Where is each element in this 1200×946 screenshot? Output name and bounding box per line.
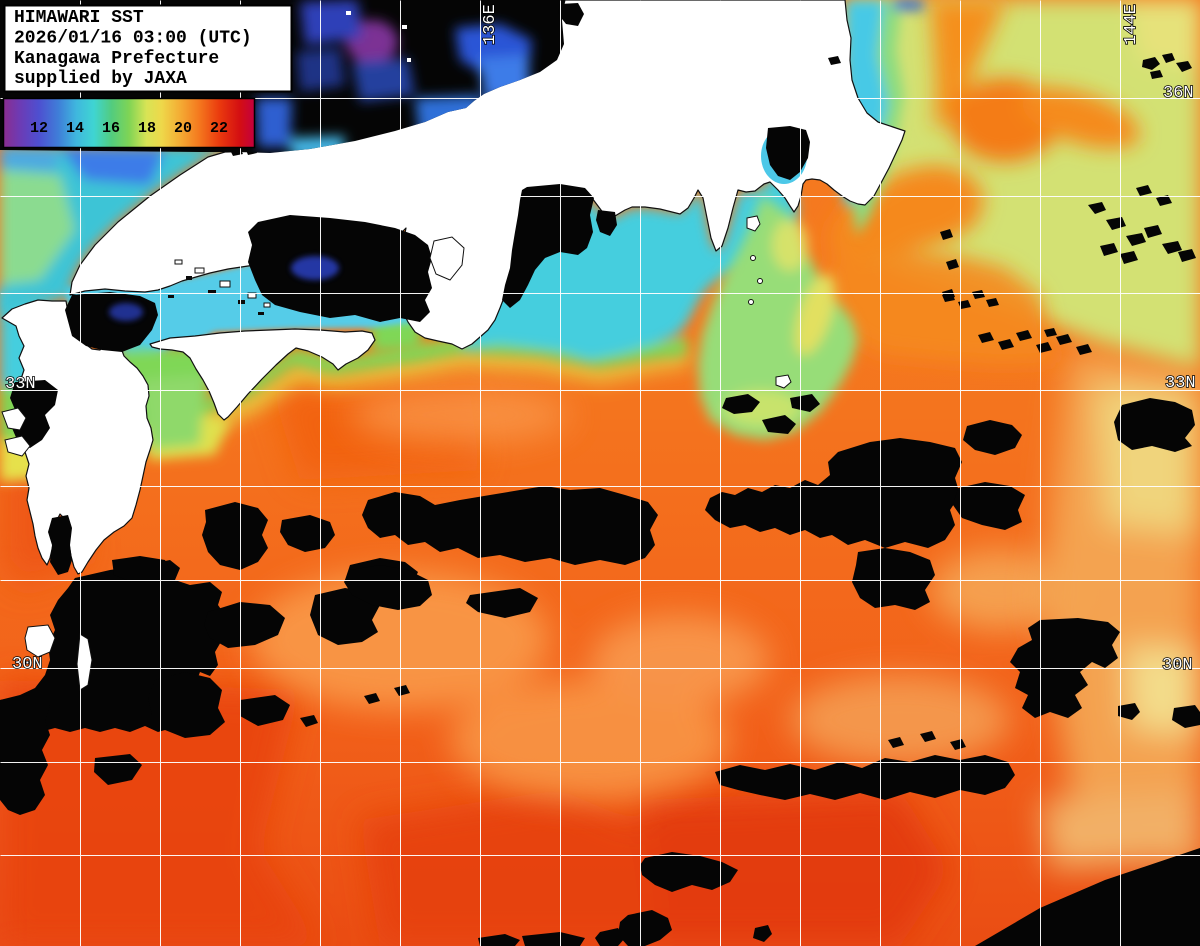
svg-text:20: 20 <box>174 120 192 137</box>
svg-text:2026/01/16 03:00 (UTC): 2026/01/16 03:00 (UTC) <box>14 29 252 49</box>
svg-text:33N: 33N <box>1165 374 1196 393</box>
svg-text:22: 22 <box>210 120 228 137</box>
svg-text:30N: 30N <box>1162 656 1193 675</box>
svg-text:supplied by JAXA: supplied by JAXA <box>14 69 187 89</box>
svg-text:Kanagawa Prefecture: Kanagawa Prefecture <box>14 49 219 69</box>
svg-text:14: 14 <box>66 120 84 137</box>
svg-text:33N: 33N <box>5 375 36 394</box>
svg-text:18: 18 <box>138 120 156 137</box>
svg-text:12: 12 <box>30 120 48 137</box>
svg-text:136E: 136E <box>481 4 500 45</box>
svg-text:144E: 144E <box>1122 4 1141 45</box>
svg-text:16: 16 <box>102 120 120 137</box>
svg-text:36N: 36N <box>1163 84 1194 103</box>
svg-text:HIMAWARI SST: HIMAWARI SST <box>14 8 144 28</box>
svg-text:30N: 30N <box>12 655 43 674</box>
